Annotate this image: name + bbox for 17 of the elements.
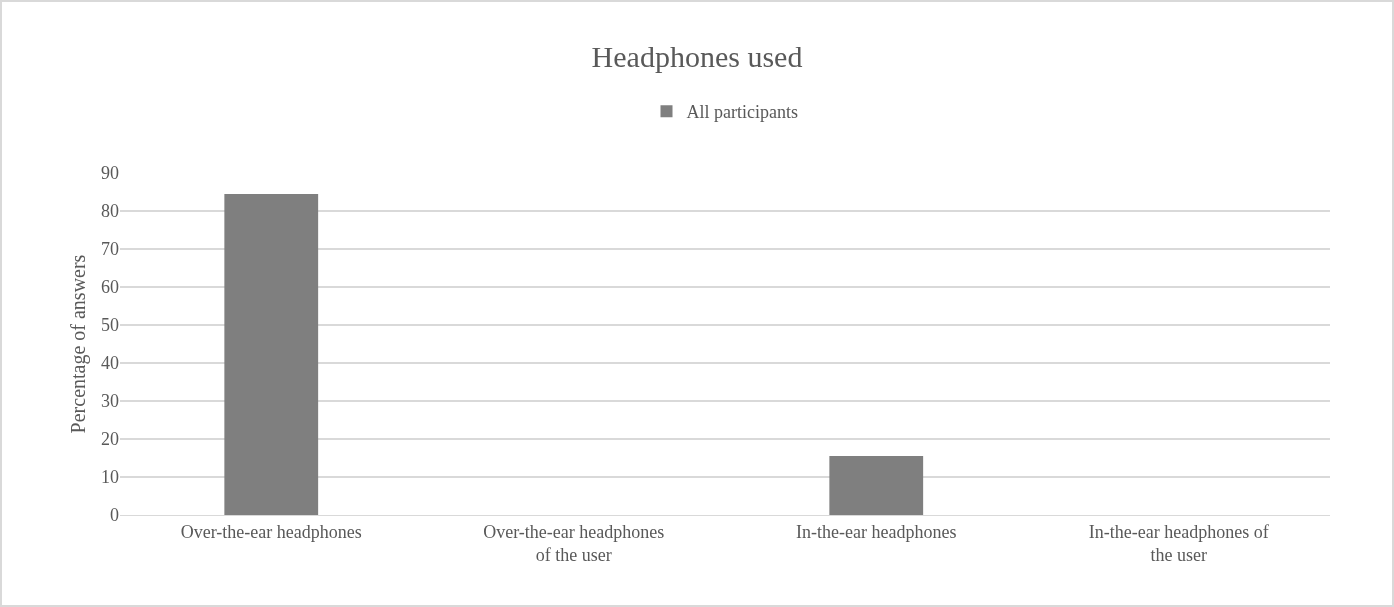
y-tick-label: 50 [101,315,119,336]
y-tick-label: 10 [101,467,119,488]
y-tick-label: 0 [110,505,119,526]
legend-label: All participants [686,102,798,123]
y-tick-label: 60 [101,277,119,298]
y-tick-label: 90 [101,163,119,184]
x-tick-label: Over-the-ear headphones [180,521,362,542]
y-tick-label: 30 [101,391,119,412]
y-tick-label: 40 [101,353,119,374]
y-tick-label: 70 [101,239,119,260]
x-tick-label: Over-the-ear headphones of the user [483,521,665,565]
y-axis-title: Percentage of answers [66,254,90,434]
chart-title: Headphones used [591,39,803,73]
y-tick-label: 80 [101,201,119,222]
x-tick-label: In-the-ear headphones of the user [1088,521,1269,565]
x-tick-label: In-the-ear headphones [796,521,957,542]
y-tick-label: 20 [101,429,119,450]
